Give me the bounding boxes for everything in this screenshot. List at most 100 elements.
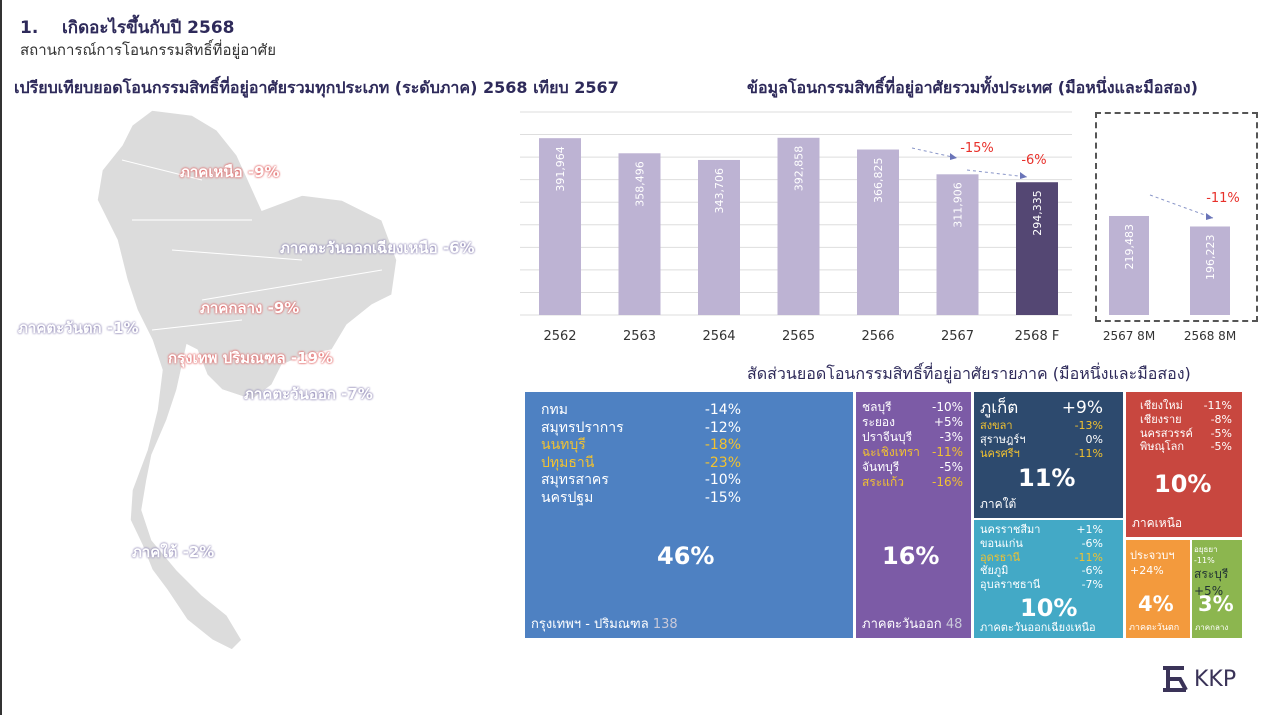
province-change: -8% xyxy=(1210,412,1232,426)
province-row: อุดรธานี -11% xyxy=(980,551,1103,565)
province-row: นครราชสีมา +1% xyxy=(980,523,1103,537)
count: 138 xyxy=(652,617,678,632)
province-row: นครสวรรค์ -5% xyxy=(1140,427,1232,441)
province-row: สระแก้ว -16% xyxy=(862,475,963,490)
bar xyxy=(1190,226,1230,315)
province-row: เชียงใหม่ -11% xyxy=(1140,399,1232,413)
province-name: สมุทรสาคร xyxy=(541,472,609,488)
map-label-south: ภาคใต้ -2% xyxy=(132,543,215,561)
province-change: +5% xyxy=(1194,584,1224,598)
category-label: 2566 xyxy=(861,329,894,344)
province-name: ประจวบฯ xyxy=(1130,549,1175,562)
ytd-transfer-bar-chart: 219,483 2567 8M 196,223 2568 8M -11% xyxy=(1103,191,1240,343)
change-annotation: -6% xyxy=(1021,153,1046,168)
map-label-bangkok: กรุงเทพ ปริมณฑล -19% xyxy=(168,349,333,367)
province-row: ชัยภูมิ -6% xyxy=(980,564,1103,578)
province-row: พิษณุโลก -5% xyxy=(1140,440,1232,454)
province-name: ฉะเชิงเทรา xyxy=(862,445,920,459)
province-row: สุราษฎร์ฯ 0% xyxy=(980,433,1103,447)
province-change: -12% xyxy=(704,419,741,436)
bar-chart-title: ข้อมูลโอนกรรมสิทธิ์ที่อยู่อาศัยรวมทั้งปร… xyxy=(747,78,1198,97)
province-row: ชลบุรี -10% xyxy=(862,400,963,415)
province-row: กทม -14% xyxy=(541,402,741,420)
province-change: -10% xyxy=(931,400,963,414)
tile-northeast: นครราชสีมา +1% ขอนแก่น -6% อุดรธานี -11% ชัยภู… xyxy=(974,520,1123,638)
category-label: 2567 8M xyxy=(1103,329,1155,343)
province-name: สุราษฎร์ฯ xyxy=(980,433,1026,446)
province-change: +24% xyxy=(1130,564,1164,577)
category-label: 2568 F xyxy=(1015,329,1060,344)
region-name: กรุงเทพฯ - ปริมณฑล xyxy=(531,617,649,632)
province-name: นครราชสีมา xyxy=(980,523,1041,536)
region-name: ภาคเหนือ xyxy=(1132,516,1183,530)
province-change: -14% xyxy=(704,402,741,418)
bar-value-label: 358,496 xyxy=(634,161,647,207)
province-change: -7% xyxy=(1081,578,1103,591)
category-label: 2564 xyxy=(702,329,735,344)
national-transfer-bar-chart: 391,964 2562 358,496 2563 343,706 2564 392,858… xyxy=(520,111,1072,344)
province-change: -18% xyxy=(704,437,741,453)
bar-value-label: 343,706 xyxy=(713,168,726,214)
province-row: นนทบุรี -18% xyxy=(541,437,741,455)
region-name: ภาคใต้ xyxy=(980,497,1017,511)
bar xyxy=(539,138,581,315)
share: 11% xyxy=(1018,464,1076,492)
map-title: เปรียบเทียบยอดโอนกรรมสิทธิ์ที่อยู่อาศัยร… xyxy=(14,78,619,97)
province-change: -5% xyxy=(1210,426,1232,440)
province-change: -5% xyxy=(939,460,963,474)
province-row: ปทุมธานี -23% xyxy=(541,455,741,473)
province-row: ระยอง +5% xyxy=(862,415,963,430)
trend-arrow xyxy=(1149,194,1214,219)
arrowhead-icon xyxy=(950,153,957,160)
province-name: นครสวรรค์ xyxy=(1140,426,1193,440)
region-name: ภาคตะวันตก xyxy=(1129,623,1180,633)
page-subtitle: สถานการณ์การโอนกรรมสิทธิ์ที่อยู่อาศัย xyxy=(20,41,276,59)
map-label-northeast: ภาคตะวันออกเฉียงเหนือ -6% xyxy=(280,239,475,257)
province-line: อยุธยา -11% xyxy=(1194,545,1218,565)
thailand-map xyxy=(96,109,398,651)
province-name: ขอนแก่น xyxy=(980,536,1023,550)
province-name: กทม xyxy=(541,402,568,418)
kkp-logo: KKP xyxy=(1160,664,1236,694)
bar xyxy=(698,159,740,315)
share: 10% xyxy=(1154,470,1212,498)
province-row: นครปฐม -15% xyxy=(541,490,741,508)
province-change: -13% xyxy=(1074,419,1103,433)
province-row: ปราจีนบุรี -3% xyxy=(862,430,963,445)
map-label-north: ภาคเหนือ -9% xyxy=(180,163,280,181)
province-row: นครศรีฯ -11% xyxy=(980,447,1103,461)
bar xyxy=(777,137,820,315)
province-name: สระบุรี xyxy=(1194,567,1229,581)
province-change: -11% xyxy=(1074,446,1103,460)
bar-value-label: 391,964 xyxy=(554,146,567,192)
province-change: -3% xyxy=(939,430,963,444)
province-row: ขอนแก่น -6% xyxy=(980,537,1103,551)
ytd-comparison-box xyxy=(1095,112,1258,322)
page-title: 1. เกิดอะไรขึ้นกับปี 2568 xyxy=(20,18,235,38)
bar xyxy=(857,149,899,315)
province-name: สงขลา xyxy=(980,419,1013,433)
province-row: ภูเก็ต +9% xyxy=(980,398,1103,419)
change-annotation: -15% xyxy=(960,141,994,156)
count: 48 xyxy=(945,617,963,632)
map-label-central: ภาคกลาง -9% xyxy=(200,299,300,317)
tile-north: เชียงใหม่ -11% เชียงราย -8% นครสวรรค์ -5% พิษณ… xyxy=(1126,392,1242,537)
province-change: +9% xyxy=(1061,398,1103,418)
tile-bangkok: กทม -14% สมุทรปราการ -12% นนทบุรี -18% ปทุมธาน… xyxy=(525,392,853,638)
category-label: 2565 xyxy=(782,329,815,344)
province-change: +1% xyxy=(1076,523,1103,536)
bar-value-label: 366,825 xyxy=(872,158,885,204)
province-change: -5% xyxy=(1210,440,1232,454)
province-name: ชลบุรี xyxy=(862,400,892,414)
tile-central: อยุธยา -11% สระบุรี +5% 3% ภาคกลาง xyxy=(1192,540,1242,638)
province-change: -23% xyxy=(704,454,741,471)
province-change: -11% xyxy=(1074,550,1103,564)
province-row: อุบลราชธานี -7% xyxy=(980,578,1103,592)
province-name: ปทุมธานี xyxy=(541,454,595,471)
province-name: อุบลราชธานี xyxy=(980,578,1041,591)
province-name: ปราจีนบุรี xyxy=(862,430,913,444)
bar-value-label: 294,335 xyxy=(1031,190,1044,236)
province-change: -11% xyxy=(931,445,963,459)
bar xyxy=(1109,215,1149,315)
province-change: -10% xyxy=(704,472,741,488)
